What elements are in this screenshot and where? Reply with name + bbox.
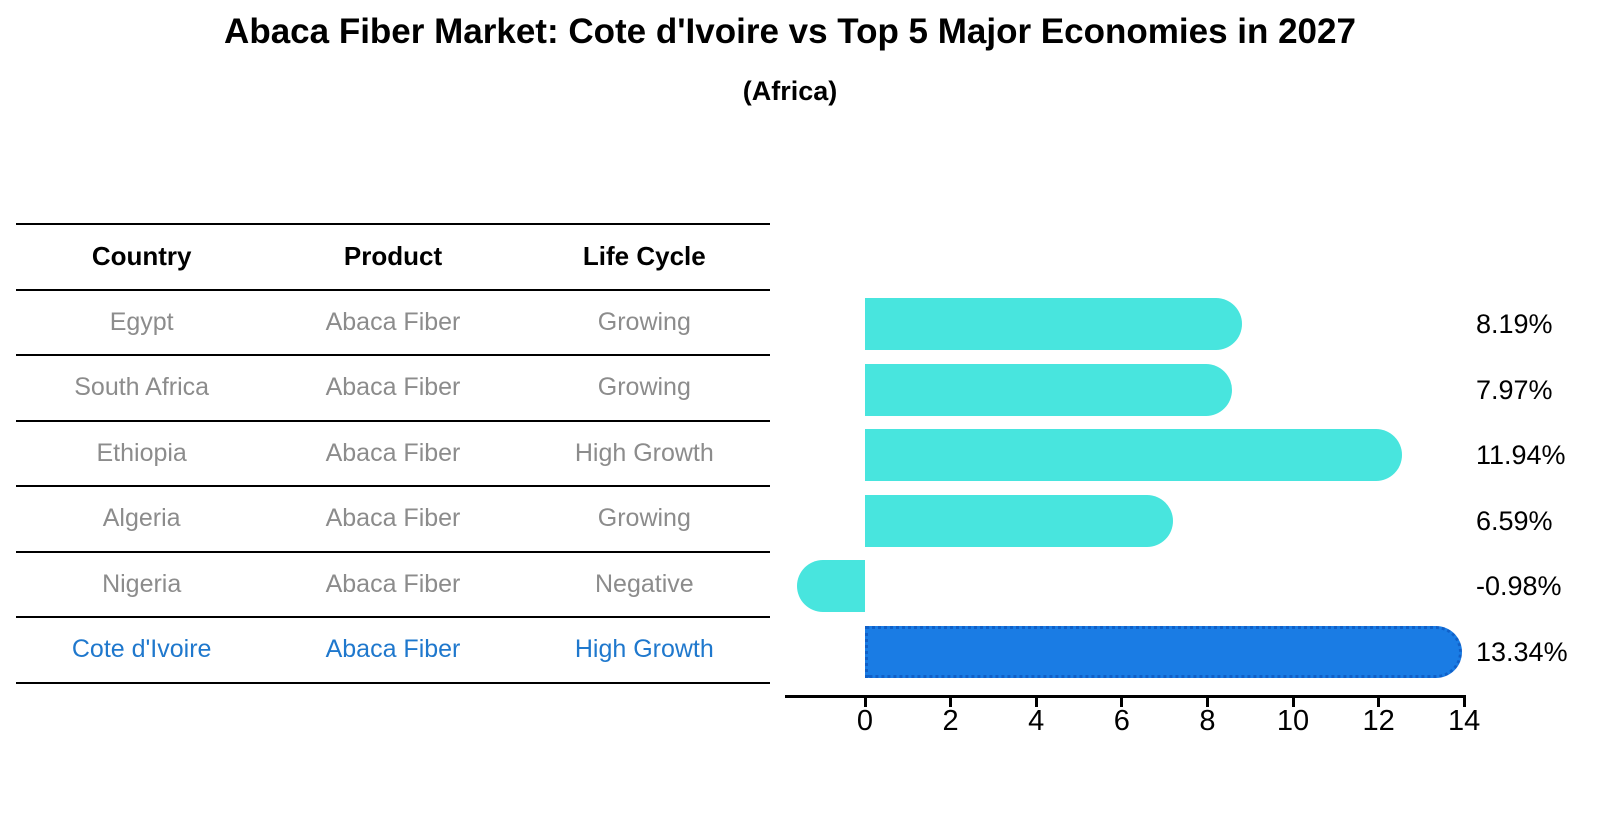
bar-value-label: 11.94% [1476,440,1566,470]
x-axis-tick-label: 14 [1448,705,1481,737]
x-axis-tick [1462,698,1466,707]
bar-ethiopia [865,429,1403,481]
cell-product: Abaca Fiber [325,569,461,598]
x-axis-tick [949,698,953,707]
table-row: Cote d'Ivoire Abaca Fiber High Growth [16,618,770,684]
cell-product: Abaca Fiber [325,504,461,533]
column-header-country: Country [91,241,192,272]
cell-product: Abaca Fiber [325,307,461,336]
x-axis-tick [863,698,867,707]
chart-title: Abaca Fiber Market: Cote d'Ivoire vs Top… [224,12,1356,51]
column-header-product: Product [343,241,443,272]
x-axis-tick-label: 2 [942,705,959,737]
cell-product: Abaca Fiber [325,635,461,664]
x-axis-tick-label: 4 [1028,705,1045,737]
chart-subtitle: (Africa) [742,76,838,106]
bar-south-africa [865,363,1233,416]
table-row: Egypt Abaca Fiber Growing [16,291,770,356]
cell-country: Ethiopia [96,438,187,467]
x-axis-line [785,695,1466,698]
bar-value-label: -0.98% [1476,571,1562,601]
bar-algeria [865,494,1174,547]
table-row: Ethiopia Abaca Fiber High Growth [16,422,770,487]
cell-life-cycle: Growing [597,373,691,402]
x-axis-tick [1205,698,1209,707]
bar-value-label: 7.97% [1476,374,1553,405]
x-axis-tick-label: 8 [1199,705,1216,737]
cell-life-cycle: Negative [594,569,694,598]
table-row: South Africa Abaca Fiber Growing [16,356,770,422]
x-axis-tick-label: 0 [856,705,874,737]
cell-product: Abaca Fiber [325,438,461,467]
cell-country: Cote d'Ivoire [71,635,212,664]
cell-life-cycle: Growing [597,504,691,533]
cell-life-cycle: High Growth [574,438,714,467]
cell-country: Algeria [102,504,181,533]
x-axis-tick-label: 10 [1276,705,1310,737]
table-row: Algeria Abaca Fiber Growing [16,487,770,553]
x-axis-tick [1120,698,1124,707]
bar-value-label: 6.59% [1476,505,1553,536]
country-table: Country Product Life Cycle Egypt Abaca Fi… [16,223,770,684]
bar-cote-d-ivoire [865,625,1462,678]
bar-nigeria [797,560,865,612]
x-axis-tick-label: 6 [1113,705,1130,737]
table-header-row: Country Product Life Cycle [16,225,770,291]
bar-value-label: 13.34% [1476,636,1568,667]
x-axis-tick [1034,698,1038,707]
cell-country: Nigeria [102,569,182,598]
x-axis-tick [1377,698,1381,707]
bar-value-label: 8.19% [1476,309,1553,339]
cell-country: Egypt [109,307,174,336]
table-row: Nigeria Abaca Fiber Negative [16,553,770,618]
column-header-life-cycle: Life Cycle [582,241,706,272]
cell-life-cycle: Growing [597,307,691,336]
cell-life-cycle: High Growth [574,635,714,664]
cell-product: Abaca Fiber [325,373,461,402]
x-axis-tick-label: 12 [1362,705,1395,737]
x-axis-tick [1291,698,1295,707]
bar-egypt [865,298,1242,350]
cell-country: South Africa [74,373,210,402]
